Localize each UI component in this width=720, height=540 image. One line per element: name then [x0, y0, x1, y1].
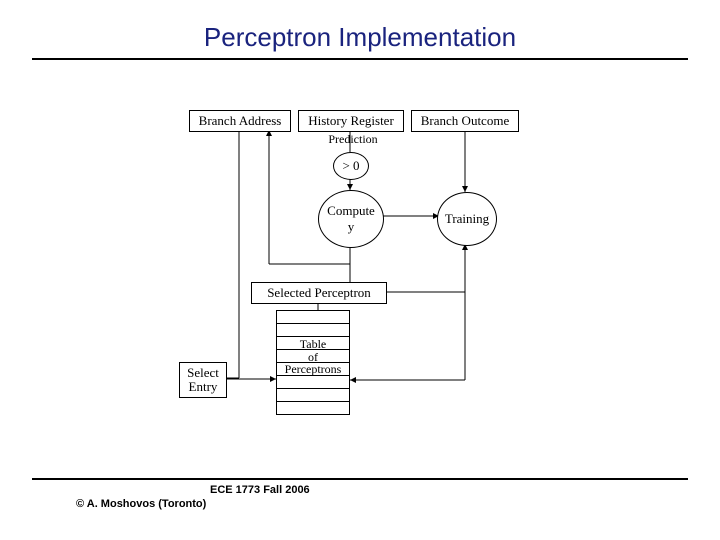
- top-rule: [32, 58, 688, 60]
- bottom-rule: [32, 478, 688, 480]
- node-training: Training: [437, 192, 497, 246]
- node-gt0: > 0: [333, 152, 369, 180]
- node-prediction: Prediction: [323, 133, 383, 147]
- node-compute: Computey: [318, 190, 384, 248]
- page-title: Perceptron Implementation: [0, 22, 720, 53]
- node-history_reg: History Register: [298, 110, 404, 132]
- perceptron-diagram: Branch Address History Register Branch Out…: [155, 100, 575, 440]
- footer-copyright: © A. Moshovos (Toronto): [76, 498, 206, 510]
- node-selected: Selected Perceptron: [251, 282, 387, 304]
- node-branch_outcome: Branch Outcome: [411, 110, 519, 132]
- node-select_entry: SelectEntry: [179, 362, 227, 398]
- footer-course: ECE 1773 Fall 2006: [210, 484, 310, 496]
- node-table_label: TableofPerceptrons: [273, 338, 353, 378]
- node-branch_addr: Branch Address: [189, 110, 291, 132]
